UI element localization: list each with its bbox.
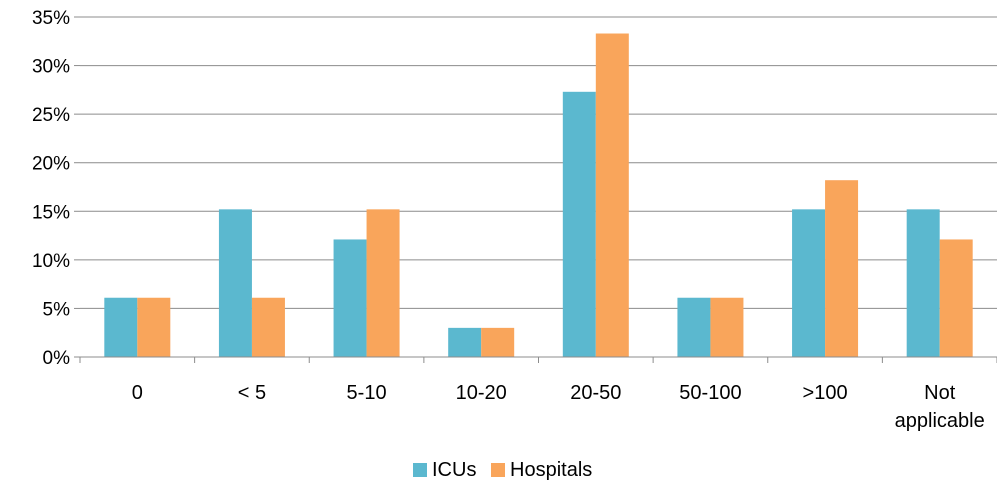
bar-hospitals	[481, 327, 515, 357]
y-tick-label: 20%	[32, 154, 70, 175]
bar-icus	[218, 209, 252, 357]
y-tick-label: 10%	[32, 251, 70, 272]
legend: ICUs Hospitals	[413, 459, 592, 481]
x-category-label: 20-50	[570, 382, 621, 404]
x-category-label: 50-100	[679, 382, 741, 404]
legend-label-hospitals: Hospitals	[510, 459, 592, 481]
x-category-label: >100	[803, 382, 848, 404]
bar-hospitals	[825, 180, 859, 357]
y-tick-label: 15%	[32, 202, 70, 223]
y-tick-label: 35%	[32, 8, 70, 29]
y-tick-label: 25%	[32, 105, 70, 126]
bar-icus	[906, 209, 940, 357]
bar-hospitals	[137, 297, 171, 357]
bars	[104, 33, 973, 358]
bar-icus	[448, 327, 482, 357]
x-category-label: 0	[132, 382, 143, 404]
axes	[74, 16, 997, 363]
x-category-label: < 5	[238, 382, 266, 404]
x-category-label: 10-20	[456, 382, 507, 404]
bar-hospitals	[710, 297, 744, 357]
x-category-labels: 0 < 5 5-10 10-20 20-50 50-100 >100 Not applicabl…	[132, 382, 985, 432]
bar-icus	[792, 209, 826, 357]
bar-icus	[104, 297, 138, 357]
y-tick-labels: 0% 5% 10% 15% 20% 25% 30% 35%	[32, 8, 70, 369]
y-tick-label: 0%	[43, 348, 71, 369]
bar-icus	[677, 297, 711, 357]
x-category-label: 5-10	[347, 382, 387, 404]
y-tick-label: 5%	[43, 299, 71, 320]
bar-hospitals	[939, 239, 973, 357]
gridlines	[80, 16, 997, 309]
legend-swatch-hospitals	[491, 463, 505, 477]
y-tick-label: 30%	[32, 57, 70, 78]
bar-hospitals	[366, 209, 400, 357]
bar-hospitals	[251, 297, 285, 357]
x-category-label: Not applicable	[895, 382, 985, 432]
legend-swatch-icus	[413, 463, 427, 477]
bar-icus	[562, 91, 596, 358]
bar-icus	[333, 239, 367, 357]
legend-label-icus: ICUs	[432, 459, 476, 481]
bar-hospitals	[595, 33, 629, 358]
